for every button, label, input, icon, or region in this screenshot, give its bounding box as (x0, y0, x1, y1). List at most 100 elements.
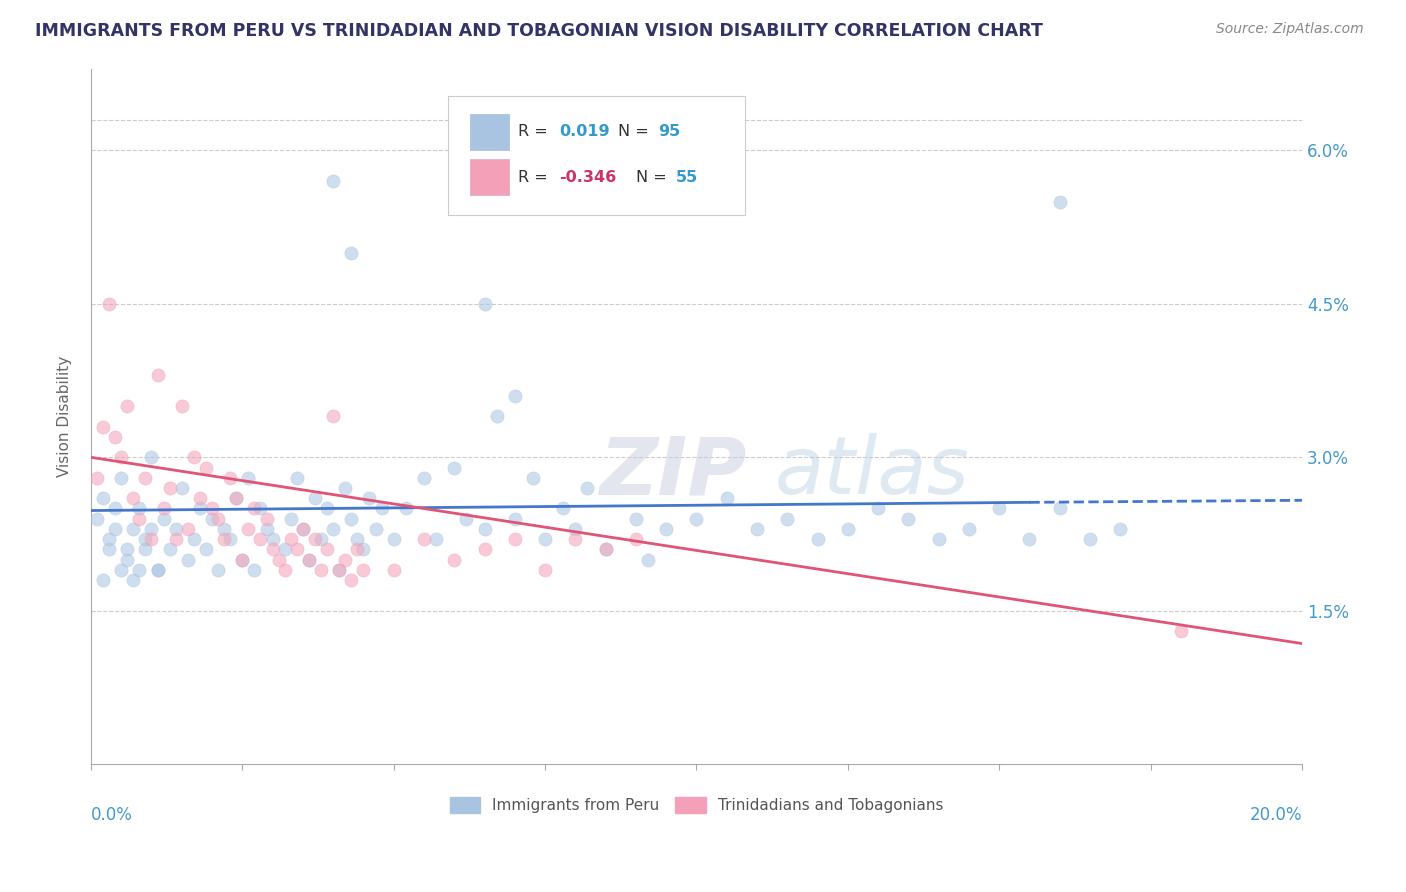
Point (335, 481, 357, 495)
Point (564, 522, 586, 536)
Point (413, 471, 436, 485)
Point (146, 368, 169, 383)
Point (503, 389, 526, 403)
Point (309, 563, 332, 577)
Point (335, 552, 357, 566)
Point (98, 542, 121, 557)
Point (364, 522, 387, 536)
Point (534, 532, 557, 546)
Point (183, 532, 205, 546)
Point (340, 573, 363, 587)
Point (776, 512, 799, 526)
Point (256, 522, 278, 536)
Point (595, 542, 617, 557)
Text: Source: ZipAtlas.com: Source: ZipAtlas.com (1216, 22, 1364, 37)
Point (897, 512, 920, 526)
Point (624, 532, 647, 546)
Point (146, 563, 169, 577)
Point (685, 512, 707, 526)
Point (304, 491, 326, 506)
Text: 55: 55 (676, 169, 699, 185)
Point (745, 522, 768, 536)
Point (928, 532, 950, 546)
Point (322, 409, 344, 424)
Point (413, 532, 436, 546)
Point (238, 471, 260, 485)
Point (291, 522, 314, 536)
Point (346, 542, 368, 557)
FancyBboxPatch shape (470, 114, 509, 150)
Point (188, 501, 211, 516)
Point (165, 532, 187, 546)
Point (262, 542, 284, 557)
Point (957, 522, 980, 536)
Point (201, 501, 224, 516)
Point (637, 552, 659, 566)
FancyBboxPatch shape (470, 159, 509, 195)
Text: 0.019: 0.019 (560, 124, 610, 139)
Text: 20.0%: 20.0% (1250, 806, 1302, 824)
Point (370, 501, 392, 516)
Point (868, 501, 890, 516)
Point (170, 481, 193, 495)
Point (243, 563, 266, 577)
Point (128, 501, 150, 516)
Point (328, 563, 350, 577)
Point (86, 512, 108, 526)
Point (128, 563, 150, 577)
Point (291, 522, 314, 536)
Point (159, 542, 181, 557)
Point (238, 522, 260, 536)
Point (117, 542, 139, 557)
Point (443, 552, 465, 566)
Point (285, 471, 308, 485)
Point (576, 481, 599, 495)
Point (152, 501, 174, 516)
Point (152, 512, 174, 526)
Point (165, 522, 187, 536)
Point (98, 532, 121, 546)
Point (988, 501, 1011, 516)
Point (1078, 532, 1101, 546)
Point (86, 471, 108, 485)
Point (280, 532, 302, 546)
Point (316, 542, 339, 557)
Point (316, 501, 339, 516)
Point (503, 532, 526, 546)
Point (564, 532, 586, 546)
Text: 95: 95 (658, 124, 681, 139)
Legend: Immigrants from Peru, Trinidadians and Tobagonians: Immigrants from Peru, Trinidadians and T… (443, 791, 949, 819)
Point (104, 430, 127, 444)
Text: ZIP: ZIP (599, 433, 747, 511)
Point (1049, 501, 1071, 516)
Point (177, 522, 200, 536)
Point (207, 512, 229, 526)
Point (256, 512, 278, 526)
Point (183, 450, 205, 465)
Point (273, 542, 295, 557)
Point (170, 399, 193, 413)
Point (382, 532, 405, 546)
Point (159, 481, 181, 495)
Point (194, 542, 217, 557)
Point (553, 501, 575, 516)
Point (352, 563, 374, 577)
Point (141, 450, 163, 465)
Text: R =: R = (519, 169, 554, 185)
Point (395, 501, 418, 516)
Point (146, 563, 169, 577)
Point (328, 563, 350, 577)
Point (340, 512, 363, 526)
Point (322, 174, 344, 188)
Point (141, 532, 163, 546)
Text: 0.0%: 0.0% (91, 806, 132, 824)
Text: N =: N = (636, 169, 672, 185)
Point (128, 512, 150, 526)
Point (273, 563, 295, 577)
Point (382, 563, 405, 577)
Point (122, 491, 145, 506)
Point (212, 522, 235, 536)
Point (194, 460, 217, 475)
Text: atlas: atlas (775, 433, 970, 511)
Point (98, 297, 121, 311)
